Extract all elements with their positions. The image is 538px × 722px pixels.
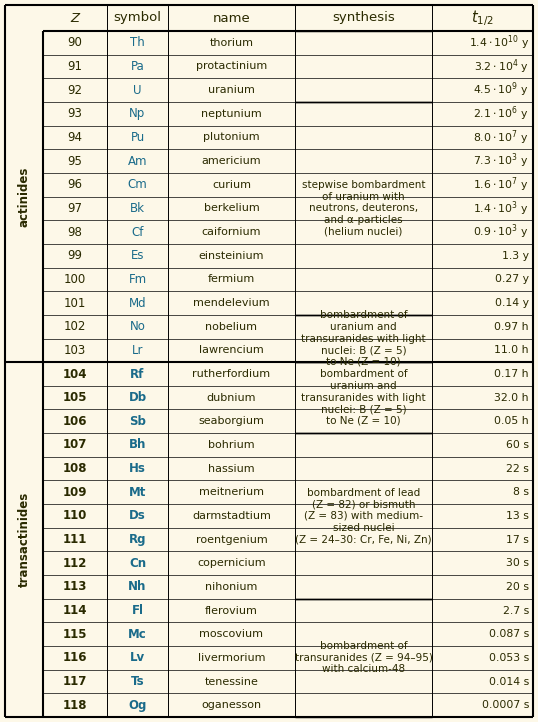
Text: 102: 102 (64, 320, 86, 333)
Text: No: No (130, 320, 145, 333)
Text: 99: 99 (67, 249, 82, 262)
Text: livermorium: livermorium (198, 653, 265, 663)
Text: 30 s: 30 s (506, 558, 529, 568)
Text: 118: 118 (63, 699, 87, 712)
Text: nobelium: nobelium (206, 322, 258, 331)
Bar (295, 316, 431, 362)
Text: bohrium: bohrium (208, 440, 255, 450)
Text: $1.6 \cdot 10^{7}$ y: $1.6 \cdot 10^{7}$ y (473, 175, 529, 194)
Text: roentgenium: roentgenium (196, 534, 267, 544)
Text: $\mathit{t}_{1/2}$: $\mathit{t}_{1/2}$ (471, 8, 494, 28)
Text: 100: 100 (64, 273, 86, 286)
Text: 0.05 h: 0.05 h (494, 417, 529, 426)
Text: neptunium: neptunium (201, 109, 262, 119)
Text: caifornium: caifornium (202, 227, 261, 237)
Text: 8 s: 8 s (513, 487, 529, 497)
Text: americium: americium (202, 156, 261, 166)
Text: 108: 108 (63, 462, 87, 475)
Text: 91: 91 (67, 60, 82, 73)
Text: 0.014 s: 0.014 s (489, 677, 529, 687)
Text: 97: 97 (67, 202, 82, 215)
Text: symbol: symbol (114, 12, 161, 25)
Text: 0.087 s: 0.087 s (489, 629, 529, 639)
Text: plutonium: plutonium (203, 132, 260, 142)
Text: $0.9 \cdot 10^{3}$ y: $0.9 \cdot 10^{3}$ y (473, 223, 529, 241)
Text: 103: 103 (64, 344, 86, 357)
Bar (295, 362, 431, 432)
Text: 0.053 s: 0.053 s (489, 653, 529, 663)
Text: 1.3 y: 1.3 y (502, 251, 529, 261)
Text: rutherfordium: rutherfordium (193, 369, 271, 379)
Text: 105: 105 (63, 391, 87, 404)
Text: 101: 101 (64, 297, 86, 310)
Text: $4.5 \cdot 10^{9}$ y: $4.5 \cdot 10^{9}$ y (473, 81, 529, 100)
Text: berkelium: berkelium (203, 204, 259, 214)
Text: Fm: Fm (129, 273, 146, 286)
Text: 22 s: 22 s (506, 464, 529, 474)
Text: Pu: Pu (130, 131, 145, 144)
Text: 117: 117 (63, 675, 87, 688)
Text: 107: 107 (63, 438, 87, 451)
Text: 98: 98 (68, 225, 82, 238)
Text: meitnerium: meitnerium (199, 487, 264, 497)
Text: mendelevium: mendelevium (193, 298, 270, 308)
Text: 0.27 y: 0.27 y (495, 274, 529, 284)
Text: $1.4 \cdot 10^{3}$ y: $1.4 \cdot 10^{3}$ y (473, 199, 529, 218)
Text: 112: 112 (63, 557, 87, 570)
Text: Cf: Cf (131, 225, 144, 238)
Text: 111: 111 (63, 533, 87, 546)
Text: moscovium: moscovium (200, 629, 264, 639)
Text: Am: Am (128, 155, 147, 168)
Text: 110: 110 (63, 510, 87, 523)
Text: flerovium: flerovium (205, 606, 258, 616)
Text: 93: 93 (68, 108, 82, 121)
Text: 95: 95 (68, 155, 82, 168)
Text: Pa: Pa (131, 60, 144, 73)
Text: stepwise bombardment
of uranium with
neutrons, deuterons,
and α-particles
(heliu: stepwise bombardment of uranium with neu… (302, 180, 425, 237)
Text: synthesis: synthesis (332, 12, 395, 25)
Text: transactinides: transactinides (18, 492, 31, 587)
Text: Hs: Hs (129, 462, 146, 475)
Text: oganesson: oganesson (201, 700, 261, 710)
Text: Np: Np (129, 108, 146, 121)
Text: tenessine: tenessine (204, 677, 258, 687)
Bar (295, 599, 431, 716)
Bar (295, 103, 431, 314)
Text: 92: 92 (67, 84, 82, 97)
Text: $3.2 \cdot 10^{4}$ y: $3.2 \cdot 10^{4}$ y (474, 57, 529, 76)
Text: 11.0 h: 11.0 h (494, 345, 529, 355)
Text: curium: curium (212, 180, 251, 190)
Text: bombardment of
uranium and
transuranides with light
nuclei: B (Z = 5)
to Ne (Z =: bombardment of uranium and transuranides… (301, 370, 426, 426)
Text: 109: 109 (63, 486, 87, 499)
Text: 32.0 h: 32.0 h (494, 393, 529, 403)
Text: Og: Og (128, 699, 147, 712)
Text: 0.14 y: 0.14 y (495, 298, 529, 308)
Text: nihonium: nihonium (206, 582, 258, 592)
Text: $1.4 \cdot 10^{10}$ y: $1.4 \cdot 10^{10}$ y (469, 33, 529, 52)
Text: Bk: Bk (130, 202, 145, 215)
Text: 114: 114 (63, 604, 87, 617)
Text: 90: 90 (68, 36, 82, 49)
Text: dubnium: dubnium (207, 393, 256, 403)
Text: Rf: Rf (130, 367, 145, 380)
Text: Mt: Mt (129, 486, 146, 499)
Text: 0.0007 s: 0.0007 s (482, 700, 529, 710)
Text: Nh: Nh (128, 580, 147, 593)
Text: Lr: Lr (132, 344, 143, 357)
Text: einsteinium: einsteinium (199, 251, 264, 261)
Bar (295, 434, 431, 599)
Text: $8.0 \cdot 10^{7}$ y: $8.0 \cdot 10^{7}$ y (473, 128, 529, 147)
Text: hassium: hassium (208, 464, 255, 474)
Text: copernicium: copernicium (197, 558, 266, 568)
Text: thorium: thorium (209, 38, 253, 48)
Text: 94: 94 (67, 131, 82, 144)
Text: bombardment of
uranium and
transuranides with light
nuclei: B (Z = 5)
to Ne (Z =: bombardment of uranium and transuranides… (301, 310, 426, 367)
Text: lawrencium: lawrencium (199, 345, 264, 355)
Text: Cm: Cm (128, 178, 147, 191)
Text: name: name (213, 12, 250, 25)
Text: Fl: Fl (131, 604, 144, 617)
Text: Cn: Cn (129, 557, 146, 570)
Text: 17 s: 17 s (506, 534, 529, 544)
Text: U: U (133, 84, 141, 97)
Text: 13 s: 13 s (506, 511, 529, 521)
